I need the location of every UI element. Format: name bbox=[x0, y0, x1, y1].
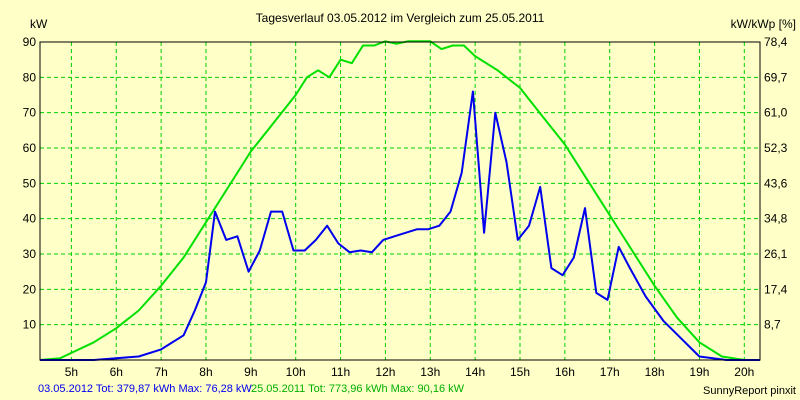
x-tick: 19h bbox=[689, 365, 709, 379]
grid-layer bbox=[40, 42, 760, 360]
x-tick: 20h bbox=[734, 365, 754, 379]
y-tick-right: 34,8 bbox=[764, 212, 788, 226]
footer-stats-2011: 25.05.2011 Tot: 773,96 kWh Max: 90,16 kW bbox=[251, 383, 465, 395]
y-tick-right: 52,3 bbox=[764, 141, 788, 155]
y-tick-left: 60 bbox=[23, 141, 37, 155]
tick-layer: 90 78,4 80 69,7 70 61,0 60 52,3 50 43,6 40 34,8 30 26… bbox=[23, 35, 788, 379]
x-tick: 5h bbox=[65, 365, 78, 379]
y-tick-left: 80 bbox=[23, 70, 37, 84]
y-tick-left: 50 bbox=[23, 176, 37, 190]
y-tick-right: 26,1 bbox=[764, 247, 788, 261]
plot-area bbox=[39, 41, 761, 361]
x-tick: 14h bbox=[465, 365, 485, 379]
x-tick: 17h bbox=[600, 365, 620, 379]
x-tick: 10h bbox=[286, 365, 306, 379]
footer-stats-2012: 03.05.2012 Tot: 379,87 kWh Max: 76,28 kW bbox=[38, 383, 252, 395]
x-tick: 15h bbox=[510, 365, 530, 379]
y-tick-left: 10 bbox=[23, 318, 37, 332]
y-tick-right: 8,7 bbox=[764, 318, 781, 332]
x-tick: 13h bbox=[420, 365, 440, 379]
footer-brand: SunnyReport pinxit bbox=[703, 385, 796, 397]
x-tick: 6h bbox=[110, 365, 123, 379]
x-tick: 7h bbox=[154, 365, 167, 379]
x-tick: 12h bbox=[375, 365, 395, 379]
y-tick-left: 90 bbox=[23, 35, 37, 49]
y-tick-right: 43,6 bbox=[764, 176, 788, 190]
x-tick: 16h bbox=[555, 365, 575, 379]
series-line-25-05-2011 bbox=[39, 40, 760, 361]
x-tick: 11h bbox=[331, 365, 350, 379]
series-line-03-05-2012 bbox=[40, 90, 760, 361]
y-tick-left: 30 bbox=[23, 247, 37, 261]
y-axis-right-label: kW/kWp [%] bbox=[731, 17, 796, 31]
y-tick-right: 69,7 bbox=[764, 70, 788, 84]
y-tick-left: 40 bbox=[23, 212, 37, 226]
y-tick-left: 70 bbox=[23, 106, 37, 120]
x-tick: 8h bbox=[199, 365, 212, 379]
y-tick-right: 61,0 bbox=[764, 106, 788, 120]
series-layer bbox=[39, 40, 760, 361]
x-tick: 9h bbox=[244, 365, 257, 379]
y-axis-left-label: kW bbox=[30, 17, 48, 31]
y-tick-left: 20 bbox=[23, 282, 37, 296]
x-tick: 18h bbox=[645, 365, 665, 379]
y-tick-right: 78,4 bbox=[764, 35, 788, 49]
frame-layer bbox=[39, 41, 761, 361]
y-tick-right: 17,4 bbox=[764, 282, 788, 296]
chart-title: Tagesverlauf 03.05.2012 im Vergleich zum… bbox=[256, 11, 545, 25]
